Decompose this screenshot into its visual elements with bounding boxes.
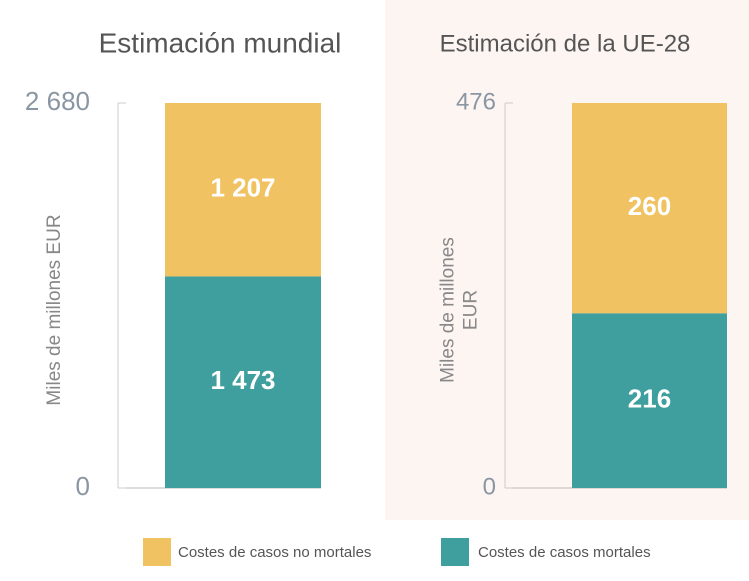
data-label: 1 207 — [210, 173, 275, 203]
legend-label: Costes de casos mortales — [478, 544, 651, 561]
y-tick-label: 2 680 — [25, 86, 90, 116]
data-label: 260 — [628, 191, 671, 221]
y-tick-label: 0 — [483, 473, 496, 500]
bar-segment — [572, 313, 727, 488]
legend-label: Costes de casos no mortales — [178, 544, 371, 561]
bar-segment — [165, 103, 321, 277]
data-label: 1 473 — [210, 365, 275, 395]
chart-title: Estimación mundial — [99, 27, 342, 58]
y-axis-label: Miles de millonesEUR — [438, 237, 482, 383]
chart-title: Estimación de la UE-28 — [440, 30, 691, 57]
legend-swatch — [441, 538, 469, 566]
bar-segment — [572, 103, 727, 314]
data-label: 216 — [628, 384, 671, 414]
y-tick-label: 476 — [456, 88, 496, 115]
legend-swatch — [143, 538, 171, 566]
y-tick-label: 0 — [76, 471, 90, 501]
bar-segment — [165, 276, 321, 488]
y-axis-label: Miles de millones EUR — [44, 214, 65, 405]
